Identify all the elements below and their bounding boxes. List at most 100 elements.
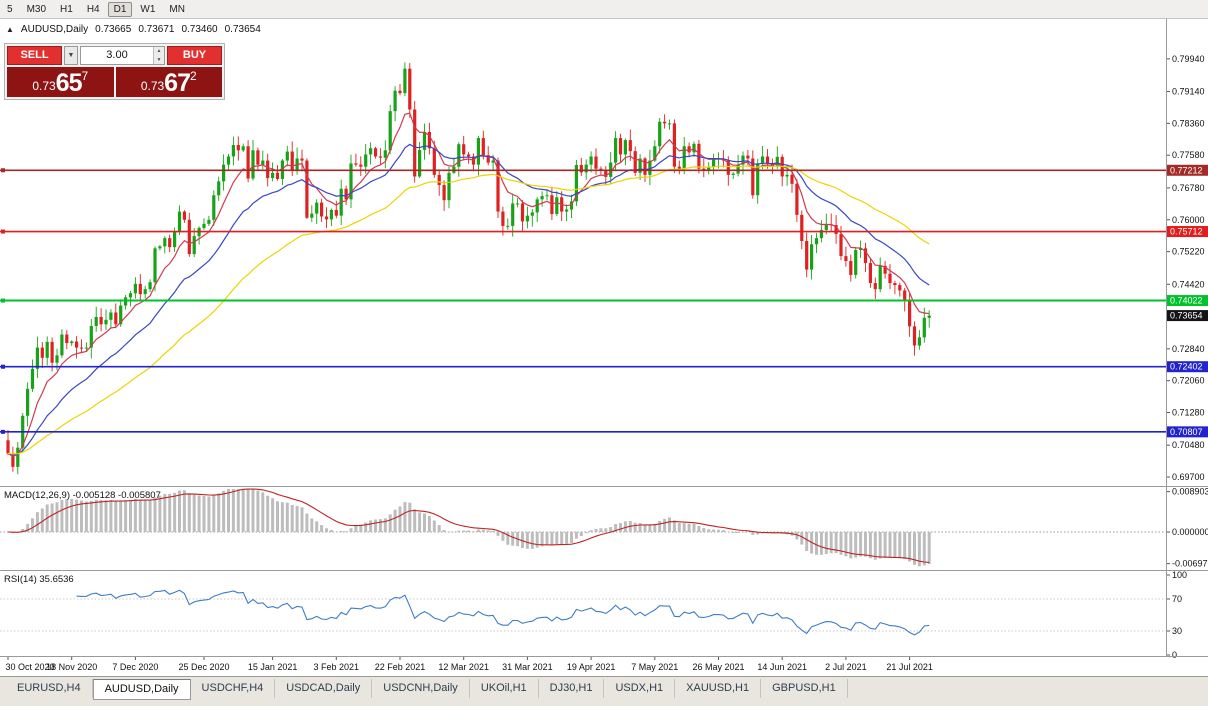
candle-body	[432, 148, 436, 175]
candle-body	[109, 312, 113, 320]
timeframe-button-h1[interactable]: H1	[54, 2, 79, 17]
candle-body	[746, 155, 750, 159]
buy-button[interactable]: BUY	[167, 46, 222, 65]
candle-body	[638, 158, 642, 173]
candle-body	[854, 249, 858, 275]
candle-body	[114, 312, 118, 325]
sell-price-display[interactable]: 0.73 65 7	[7, 67, 114, 97]
candle-body	[192, 236, 196, 255]
timeframe-button-d1[interactable]: D1	[107, 1, 133, 17]
candle-body	[50, 341, 54, 363]
candle-body	[168, 238, 172, 248]
candle-body	[810, 244, 814, 270]
timeframe-button-h4[interactable]: H4	[81, 2, 106, 17]
macd-panel: MACD(12,26,9) -0.005128 -0.005807 0.00890…	[0, 487, 1208, 569]
candle-body	[516, 203, 520, 205]
candle-body	[775, 156, 779, 167]
spinner-down-icon[interactable]: ▼	[154, 55, 164, 64]
price-axis[interactable]: 0.79940 0.79140 0.78360 0.77580 0.76780 0.760…	[1166, 54, 1205, 482]
candle-body	[84, 347, 88, 349]
timeframe-button-5[interactable]: 5	[1, 2, 19, 17]
lot-spinner[interactable]: ▲ ▼	[153, 47, 164, 64]
current-price-label: 0.73654	[1167, 310, 1208, 322]
spinner-up-icon[interactable]: ▲	[154, 47, 164, 56]
date-label: 7 Dec 2020	[112, 662, 158, 672]
low-value: 0.73460	[181, 24, 218, 35]
candle-body	[824, 224, 828, 230]
candle-body	[207, 219, 211, 224]
date-label: 18 Nov 2020	[46, 662, 97, 672]
candle-body	[476, 138, 480, 165]
candle-body	[859, 248, 863, 250]
lot-dropdown-button[interactable]: ▼	[64, 46, 78, 65]
date-label: 26 May 2021	[692, 662, 744, 672]
hline-handle	[1, 229, 5, 234]
svg-text:0.77580: 0.77580	[1172, 150, 1205, 160]
candle-body	[540, 196, 544, 200]
candle-body	[99, 316, 103, 325]
lot-size-field[interactable]: 3.00 ▲ ▼	[80, 46, 165, 65]
date-label: 31 Mar 2021	[502, 662, 553, 672]
buy-price-display[interactable]: 0.73 67 2	[115, 67, 222, 97]
candle-body	[143, 289, 147, 295]
horizontal-lines[interactable]: 0.77212 0.75712 0.74022 0.72402 0.70807	[0, 164, 1208, 438]
timeframe-button-mn[interactable]: MN	[163, 2, 191, 17]
candle-body	[236, 145, 240, 151]
candle-body	[574, 165, 578, 202]
candle-body	[300, 158, 304, 161]
rsi-title: RSI(14) 35.6536	[4, 574, 74, 585]
candle-body	[163, 238, 167, 247]
svg-text:30: 30	[1172, 626, 1182, 636]
svg-text:0.75220: 0.75220	[1172, 247, 1205, 257]
candle-body	[290, 151, 294, 171]
candle-body	[756, 163, 760, 196]
candle-body	[457, 144, 461, 167]
lot-value[interactable]: 3.00	[106, 49, 128, 61]
tab-dj30-h1[interactable]: DJ30,H1	[539, 679, 605, 698]
candle-body	[104, 319, 108, 325]
candle-body	[741, 155, 745, 165]
chart-icon: ▲	[6, 25, 14, 34]
svg-text:0.78360: 0.78360	[1172, 118, 1205, 128]
tab-usdx-h1[interactable]: USDX,H1	[604, 679, 676, 698]
date-label: 12 Mar 2021	[438, 662, 489, 672]
candle-body	[26, 388, 30, 416]
open-value: 0.73665	[95, 24, 132, 35]
timeframe-button-m30[interactable]: M30	[21, 2, 52, 17]
hline-price-label	[1167, 426, 1208, 438]
candle-body	[819, 229, 823, 239]
tab-eurusd-h4[interactable]: EURUSD,H4	[6, 679, 93, 698]
candle-body	[628, 140, 632, 152]
candle-body	[398, 90, 402, 94]
sell-button[interactable]: SELL	[7, 46, 62, 65]
candle-body	[501, 211, 505, 226]
tab-ukoil-h1[interactable]: UKOil,H1	[470, 679, 539, 698]
tab-usdcad-daily[interactable]: USDCAD,Daily	[275, 679, 373, 698]
tab-usdchf-h4[interactable]: USDCHF,H4	[191, 679, 276, 698]
candle-body	[707, 166, 711, 171]
candle-body	[692, 143, 696, 153]
candle-body	[359, 164, 363, 167]
tab-xauusd-h1[interactable]: XAUUSD,H1	[675, 679, 762, 698]
candle-body	[653, 146, 657, 161]
timeframe-button-w1[interactable]: W1	[134, 2, 161, 17]
candle-body	[275, 172, 280, 179]
svg-text:0.77212: 0.77212	[1170, 165, 1203, 175]
candle-body	[369, 148, 373, 155]
candle-body	[614, 138, 618, 163]
close-value: 0.73654	[224, 24, 261, 35]
candle-body	[761, 156, 765, 164]
candle-body	[545, 195, 549, 197]
price-chart-canvas[interactable]: 0.772120.757120.740220.724020.708070.799…	[0, 19, 1208, 676]
tab-usdcnh-daily[interactable]: USDCNH,Daily	[372, 679, 470, 698]
candle-body	[525, 215, 529, 222]
candle-body	[94, 316, 98, 326]
candle-body	[222, 164, 226, 182]
tab-audusd-daily[interactable]: AUDUSD,Daily	[92, 679, 191, 700]
candle-body	[893, 283, 897, 286]
candle-body	[663, 121, 667, 124]
candle-body	[148, 282, 152, 290]
tab-gbpusd-h1[interactable]: GBPUSD,H1	[761, 679, 848, 698]
chart-window: 0.77212 0.75712 0.74022 0.72402 0.70807 0.799…	[0, 19, 1208, 676]
